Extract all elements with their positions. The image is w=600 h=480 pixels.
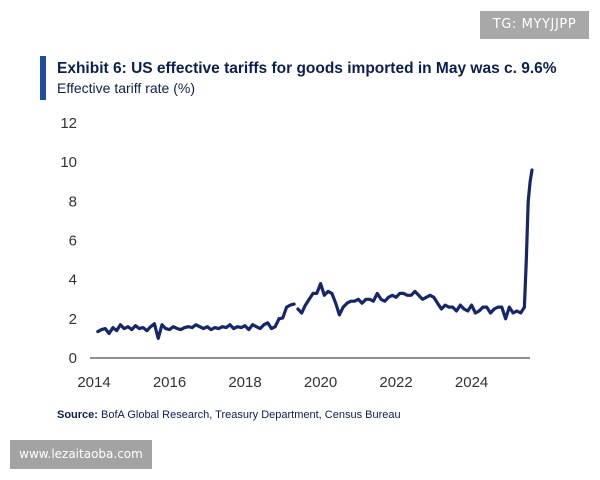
tariff-series: [96, 168, 534, 340]
x-tick-label: 2022: [379, 374, 412, 391]
y-tick-label: 12: [60, 115, 77, 132]
series-line-segment: [96, 317, 281, 340]
y-tick-label: 4: [69, 272, 77, 289]
series-line-segment: [277, 302, 296, 321]
y-tick-label: 2: [69, 311, 77, 328]
series-line-segment: [296, 282, 527, 321]
y-tick-label: 6: [69, 233, 77, 250]
series-line-segment: [522, 168, 534, 309]
source-text: BofA Global Research, Treasury Departmen…: [97, 409, 401, 421]
watermark: www.lezaitaoba.com: [10, 440, 152, 469]
source-label: Source:: [57, 409, 98, 421]
x-tick-label: 2024: [455, 374, 488, 391]
x-axis-labels: 2014 2016 2018 2020 2022 2024: [77, 374, 488, 391]
telegram-badge: TG: MYYJJPP: [480, 11, 589, 39]
title-accent-bar: [40, 56, 46, 100]
x-tick-label: 2020: [304, 374, 337, 391]
x-tick-label: 2014: [77, 374, 110, 391]
x-tick-label: 2018: [228, 374, 261, 391]
chart-subtitle: Effective tariff rate (%): [57, 80, 195, 96]
y-tick-label: 10: [60, 154, 77, 171]
y-tick-label: 8: [69, 193, 77, 210]
source-note: Source: BofA Global Research, Treasury D…: [57, 409, 401, 421]
y-tick-label: 0: [69, 350, 77, 367]
chart-title: Exhibit 6: US effective tariffs for good…: [57, 60, 557, 77]
y-axis-labels: 0 2 4 6 8 10 12: [60, 115, 77, 367]
x-tick-label: 2016: [153, 374, 186, 391]
